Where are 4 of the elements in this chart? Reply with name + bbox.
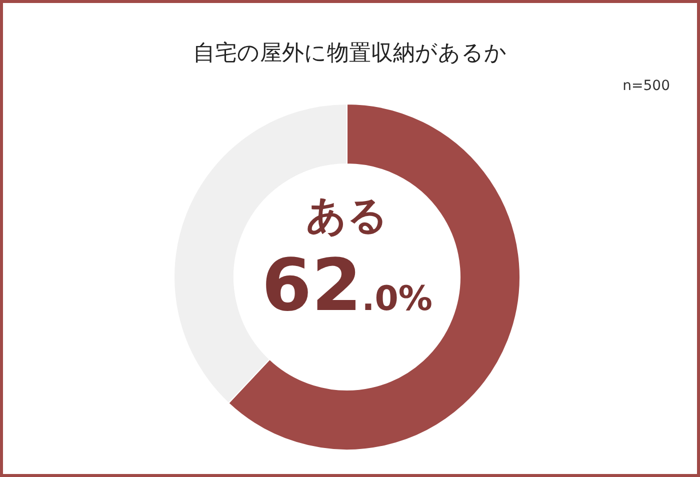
data-label: 62.0% (262, 243, 432, 327)
chart-title: 自宅の屋外に物置収納があるか (193, 41, 507, 66)
text: n=500 (622, 78, 670, 94)
slice-label: ある (306, 193, 388, 239)
